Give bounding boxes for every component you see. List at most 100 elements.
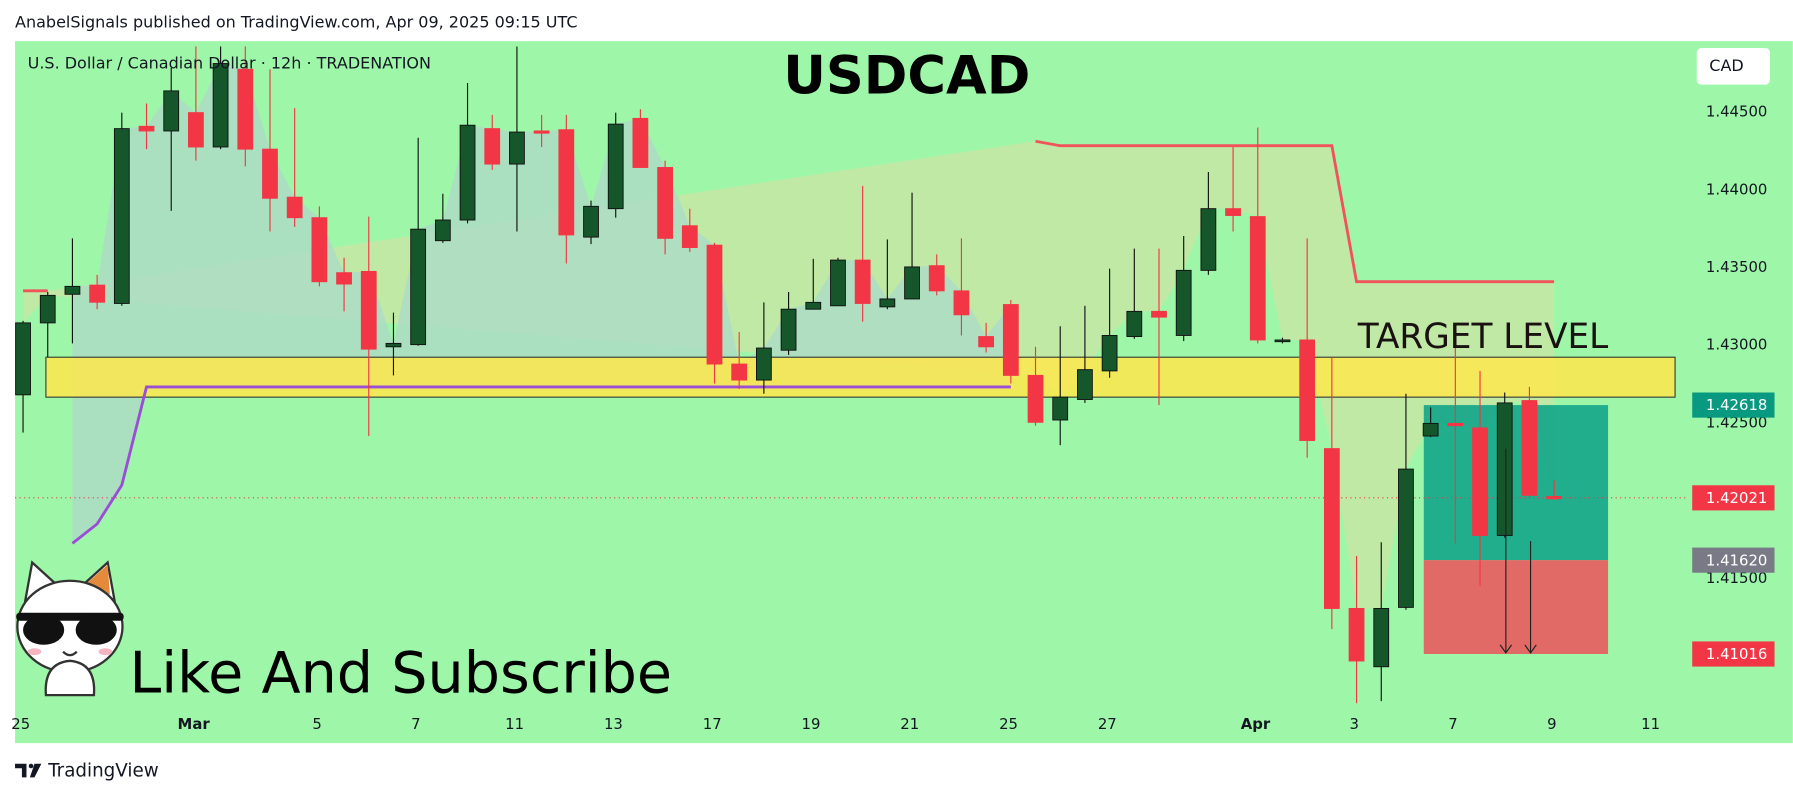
x-tick-label: 25	[11, 715, 30, 733]
footer-brand: TradingView	[47, 761, 159, 782]
price-badge-label: 1.41016	[1706, 645, 1767, 663]
y-tick-label: 1.41500	[1706, 569, 1767, 587]
candle-body	[237, 68, 254, 150]
candle-body	[904, 266, 920, 300]
candle-body	[1472, 427, 1488, 536]
target-zone	[45, 356, 1676, 398]
candle-body	[1077, 369, 1093, 400]
mascot	[16, 560, 124, 697]
x-tick-label: 5	[312, 715, 321, 733]
candle-body	[533, 130, 550, 134]
x-tick-label: 7	[411, 715, 420, 733]
arrow-head	[1499, 644, 1513, 654]
x-tick-label: 7	[1448, 715, 1457, 733]
candle-body	[1101, 335, 1118, 372]
currency-label: CAD	[1709, 56, 1743, 75]
candle-body	[978, 336, 995, 348]
candle-body	[1200, 208, 1217, 271]
candle-body	[607, 123, 624, 210]
header: AnabelSignals published on TradingView.c…	[15, 12, 577, 31]
candle-body	[1447, 422, 1464, 427]
candle-body	[1496, 402, 1513, 536]
x-tick-label: Apr	[1241, 715, 1271, 733]
price-badge-label: 1.41620	[1706, 551, 1767, 569]
candle-body	[1299, 339, 1316, 441]
x-tick-label: 25	[999, 715, 1018, 733]
candle-body	[805, 301, 822, 310]
candle-body	[1348, 608, 1365, 662]
price-badge	[1692, 547, 1775, 573]
candle-body	[854, 259, 871, 304]
position-profit	[1423, 405, 1609, 561]
y-tick-label: 1.43000	[1706, 336, 1767, 354]
candle-body	[336, 272, 352, 285]
overlay-line	[23, 139, 1555, 293]
price-badge-label: 1.42618	[1706, 396, 1767, 414]
candle-body	[1521, 400, 1538, 496]
candle-body	[15, 322, 31, 396]
position-loss	[1423, 560, 1609, 655]
y-tick-label: 1.44000	[1706, 180, 1767, 198]
x-tick-label: 17	[703, 715, 722, 733]
candle-body	[657, 167, 673, 239]
candle-body	[1323, 448, 1340, 609]
candle-body	[459, 124, 476, 221]
candle-body	[484, 128, 501, 165]
candle-body	[1422, 422, 1439, 437]
candle-body	[1274, 339, 1291, 343]
x-tick-label: 3	[1350, 715, 1359, 733]
candle-body	[879, 298, 896, 308]
candle-body	[385, 342, 402, 348]
y-tick-label: 1.42500	[1706, 413, 1767, 431]
plot-layer: 1.44500 1.44000 1.43500 1.43000 1.42500 1.415…	[11, 46, 1775, 733]
arrow-head	[1524, 644, 1537, 654]
x-tick-label: 9	[1547, 715, 1556, 733]
candle-body	[64, 285, 81, 295]
candle-body	[1225, 208, 1241, 216]
candle-body	[262, 148, 278, 199]
candle-body	[212, 63, 229, 148]
currency-button[interactable]	[1696, 48, 1770, 85]
candle-body	[410, 228, 427, 346]
candle-body	[731, 363, 748, 381]
candle-body	[138, 125, 155, 132]
candle-body	[163, 90, 180, 132]
candle-body	[434, 219, 451, 242]
cta-text: Like And Subscribe	[129, 640, 672, 706]
candle-body	[1175, 269, 1192, 336]
tv-logo	[15, 763, 42, 778]
candle-body	[1052, 396, 1069, 421]
overlay-fill	[23, 141, 1555, 609]
candle-body	[953, 290, 970, 316]
overlay-fill	[72, 63, 1011, 544]
candle-body	[286, 196, 303, 219]
candle-body	[311, 217, 328, 283]
y-tick-label: 1.43500	[1706, 258, 1767, 276]
chart-title: USDCAD	[783, 46, 1030, 107]
candle-body	[681, 225, 698, 248]
x-tick-label: 11	[1641, 715, 1660, 733]
top-layer: U.S. Dollar / Canadian Dollar · 12h · TR…	[15, 46, 1770, 782]
x-tick-label: 11	[505, 715, 524, 733]
candle-body	[39, 294, 56, 324]
price-badge	[1692, 485, 1775, 511]
candle-body	[1546, 495, 1562, 500]
candle-body	[706, 244, 723, 365]
overlay-line	[71, 385, 1011, 545]
candle-body	[1398, 468, 1414, 608]
x-tick-label: Mar	[178, 715, 211, 733]
x-tick-label: 13	[604, 715, 623, 733]
candle-body	[755, 347, 772, 381]
candle-body	[1151, 310, 1167, 318]
y-tick-label: 1.44500	[1706, 103, 1767, 121]
candle-body	[89, 284, 106, 303]
candle-body	[1249, 216, 1266, 341]
x-tick-label: 27	[1098, 715, 1117, 733]
candle-body	[830, 259, 846, 307]
candle-body	[188, 112, 204, 148]
candle-body	[632, 117, 649, 168]
x-tick-label: 19	[802, 715, 821, 733]
price-badge	[1692, 392, 1775, 418]
